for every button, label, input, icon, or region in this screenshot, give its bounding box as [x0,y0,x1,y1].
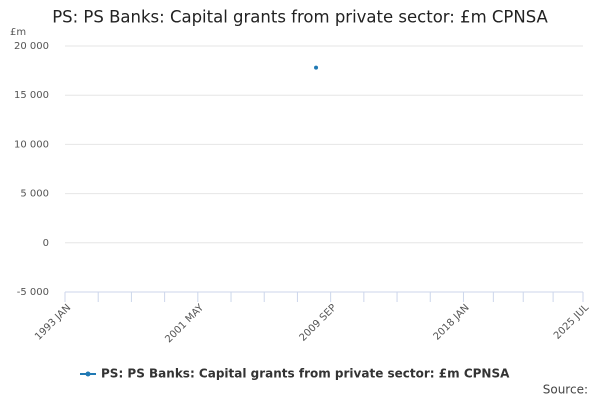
y-tick-label: 5 000 [20,189,49,200]
x-tick-label: 2025 JUL [552,302,592,342]
y-tick-label: 10 000 [14,139,49,150]
y-tick-label: -5 000 [17,287,49,298]
x-tick-label: 2009 SEP [298,302,339,343]
y-tick-label: 20 000 [14,41,49,52]
source: Source: [543,383,588,397]
y-tick-label: 15 000 [14,90,49,101]
y-tick-label: 0 [43,238,49,249]
data-point [314,65,319,70]
chart-title: PS: PS Banks: Capital grants from privat… [52,8,548,27]
y-unit: £m [10,27,26,38]
legend-marker [85,371,91,377]
x-tick-label: 2001 MAY [163,302,206,345]
x-tick-label: 1993 JAN [33,302,73,342]
x-tick-label: 2018 JAN [432,302,472,342]
legend-label: PS: PS Banks: Capital grants from privat… [101,367,510,381]
